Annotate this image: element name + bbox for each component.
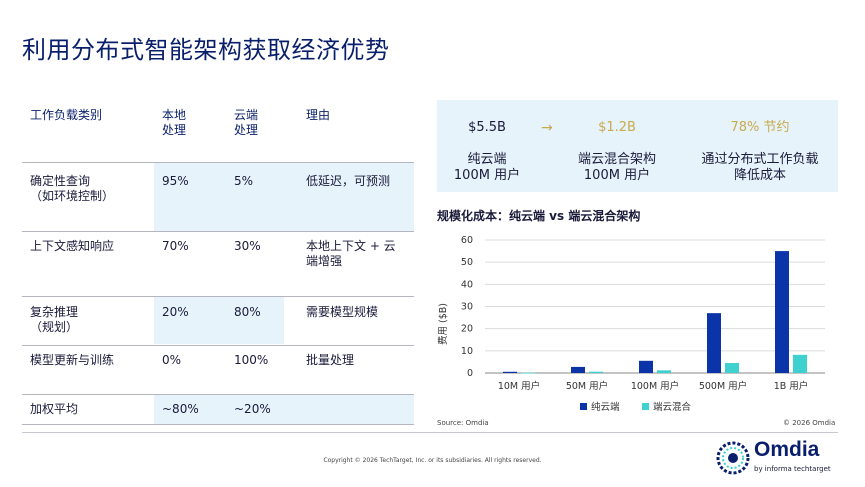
shade-row-5 [154, 394, 414, 424]
row-1-local: 95% [162, 174, 189, 188]
bar-hybrid [589, 371, 603, 373]
y-tick-label: 0 [467, 368, 473, 379]
col-header-reason: 理由 [306, 108, 331, 122]
x-tick-label: 500M 用户 [699, 380, 747, 392]
col-header-cloud-text: 云端 处理 [234, 108, 259, 137]
row-3-local: 20% [162, 305, 189, 319]
row-5-category: 加权平均 [30, 402, 79, 416]
legend-swatch [580, 403, 587, 410]
legend-label: 端云混合 [653, 401, 692, 413]
footer-copyright: Copyright © 2026 TechTarget, Inc. or its… [323, 457, 542, 464]
row-3-reason: 需要模型规模 [306, 305, 379, 319]
savings-percent: 78% 节约 [730, 120, 790, 135]
logo-word: Omdia [754, 438, 820, 461]
row-3-cloud: 80% [234, 305, 261, 319]
row-divider [22, 345, 414, 346]
row-2-category: 上下文感知响应 [30, 239, 115, 253]
hybrid-label: 端云混合架构 100M 用户 [577, 152, 656, 183]
cloud-only-label: 纯云端 100M 用户 [453, 152, 521, 183]
logo-subtitle: by informa techtarget [754, 465, 831, 473]
savings-label: 通过分布式工作负载 降低成本 [701, 152, 819, 183]
row-4-local: 0% [162, 353, 182, 367]
row-divider [22, 162, 414, 163]
bar-hybrid [521, 372, 535, 374]
chart-title: 规模化成本：纯云端 vs 端云混合架构 [437, 209, 641, 223]
bar-cloud-only [639, 360, 653, 373]
legend-swatch [642, 403, 649, 410]
chart-copyright: © 2026 Omdia [783, 419, 836, 427]
row-2-local: 70% [162, 239, 189, 253]
page-title: 利用分布式智能架构获取经济优势 [22, 36, 390, 64]
x-tick-label: 10M 用户 [498, 380, 540, 392]
y-tick-label: 50 [461, 257, 473, 268]
chart-source: Source: Omdia [437, 419, 489, 427]
col-header-local-text: 本地 处理 [162, 108, 187, 137]
bar-cloud-only [775, 251, 789, 373]
row-1-reason: 低延迟，可预测 [306, 174, 391, 188]
row-divider [22, 296, 414, 297]
bar-hybrid [725, 363, 739, 373]
row-2-reason: 本地上下文 + 云 端增强 [306, 239, 396, 268]
hybrid-cost: $1.2B [598, 120, 636, 135]
col-header-category: 工作负载类别 [30, 108, 103, 122]
row-divider [22, 424, 414, 425]
y-tick-label: 20 [461, 324, 473, 335]
y-tick-label: 60 [461, 235, 473, 246]
y-tick-label: 40 [461, 279, 473, 290]
row-3-category: 复杂推理 （规划） [30, 305, 79, 334]
x-tick-label: 1B 用户 [774, 380, 809, 392]
x-tick-label: 100M 用户 [631, 380, 679, 392]
bar-cloud-only [503, 371, 517, 373]
legend-label: 纯云端 [591, 401, 620, 413]
x-tick-label: 50M 用户 [566, 380, 608, 392]
row-5-local: ~80% [162, 402, 199, 416]
footer-divider [22, 432, 838, 433]
row-4-category: 模型更新与训练 [30, 353, 115, 367]
shade-row-1 [154, 163, 414, 231]
row-1-category: 确定性查询 （如环境控制） [30, 174, 115, 203]
omdia-globe-icon [716, 441, 750, 475]
bar-cloud-only [571, 366, 585, 373]
shade-row-3 [154, 296, 284, 344]
row-4-cloud: 100% [234, 353, 269, 367]
row-4-reason: 批量处理 [306, 353, 355, 367]
col-header-cloud: 云端 处理 [234, 108, 258, 138]
cost-bar-chart: 0 10 20 30 40 50 60 10M 用户 50M 用户 100M 用户 500M 用户 1… [437, 235, 825, 413]
row-divider [22, 231, 414, 232]
row-5-cloud: ~20% [234, 402, 271, 416]
bar-cloud-only [707, 313, 721, 373]
row-1-cloud: 5% [234, 174, 254, 188]
savings-summary: $5.5B → $1.2B 78% 节约 纯云端 100M 用户 端云混合架构 … [437, 100, 838, 192]
col-header-local: 本地 处理 [162, 108, 186, 138]
arrow-right-icon: → [541, 120, 553, 136]
bar-hybrid [793, 354, 807, 373]
cloud-only-cost: $5.5B [468, 120, 506, 135]
bar-hybrid [657, 370, 671, 373]
y-tick-label: 30 [461, 302, 473, 313]
y-tick-label: 10 [461, 346, 473, 357]
row-2-cloud: 30% [234, 239, 261, 253]
row-divider [22, 394, 414, 395]
omdia-logo: Omdia by informa techtarget [714, 438, 844, 478]
y-axis-label: 费用 ($B) [437, 303, 449, 345]
